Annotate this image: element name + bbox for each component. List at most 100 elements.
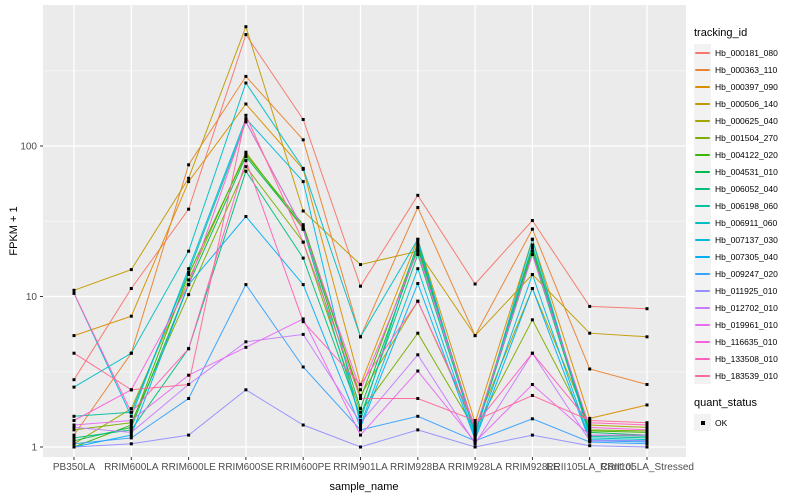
data-point: [645, 433, 649, 437]
data-point: [645, 428, 649, 432]
data-point: [187, 273, 191, 276]
data-point: [359, 433, 362, 437]
legend-item-Hb_000363_110: Hb_000363_110: [694, 61, 799, 78]
data-point: [72, 423, 76, 427]
data-point: [187, 347, 191, 351]
legend-item-Hb_011925_010: Hb_011925_010: [694, 282, 799, 299]
data-point: [588, 419, 592, 422]
legend-label: Hb_007305_040: [715, 251, 778, 262]
legend-key: [694, 248, 711, 265]
legend-label: Hb_006052_040: [715, 183, 778, 194]
data-point: [301, 138, 305, 142]
data-point: [416, 267, 420, 271]
line-swatch-icon: [695, 374, 710, 377]
x-tick-label: RRIM928BA: [390, 462, 446, 473]
data-point: [588, 444, 592, 448]
legend-key: [694, 180, 711, 197]
data-point: [645, 436, 649, 440]
data-point: [72, 439, 76, 443]
data-point: [244, 33, 248, 37]
data-point: [530, 273, 534, 276]
legend-key: [694, 231, 711, 248]
data-point: [244, 388, 248, 392]
data-point: [72, 288, 76, 292]
data-point: [187, 267, 191, 271]
data-point: [72, 385, 76, 389]
data-point: [588, 304, 592, 308]
legend-item-Hb_007137_030: Hb_007137_030: [694, 231, 799, 248]
data-point: [129, 314, 133, 318]
data-point: [359, 397, 362, 400]
data-point: [588, 416, 592, 420]
data-point: [645, 335, 649, 339]
data-point: [645, 430, 649, 434]
legend-item-Hb_012702_010: Hb_012702_010: [694, 299, 799, 316]
data-point: [530, 417, 534, 421]
legend-item-Hb_133508_010: Hb_133508_010: [694, 350, 799, 367]
data-point: [416, 193, 420, 197]
data-point: [359, 407, 362, 411]
data-point: [244, 113, 248, 117]
data-point: [129, 433, 133, 437]
data-point: [359, 419, 362, 422]
data-point: [473, 445, 477, 449]
data-point: [359, 423, 362, 427]
data-point: [588, 421, 592, 425]
data-point: [359, 410, 362, 414]
data-point: [588, 430, 592, 434]
data-point: [588, 425, 592, 429]
data-point: [187, 270, 191, 274]
line-swatch-icon: [695, 323, 710, 326]
legend-label: Hb_183539_010: [715, 370, 778, 381]
data-point: [187, 397, 191, 400]
data-point: [645, 307, 649, 311]
legend-key: [694, 414, 711, 431]
data-point: [129, 428, 133, 432]
line-swatch-icon: [695, 204, 710, 207]
line-swatch-icon: [695, 68, 710, 71]
data-point: [301, 118, 305, 121]
data-point: [416, 246, 420, 250]
data-point: [72, 414, 76, 418]
data-point: [301, 180, 305, 184]
data-point: [187, 293, 191, 297]
legend-label: Hb_004531_010: [715, 166, 778, 177]
data-point: [473, 419, 477, 422]
data-point: [588, 436, 592, 440]
legend-label: Hb_011925_010: [715, 285, 778, 296]
legend-item-quant-ok: OK: [694, 414, 799, 431]
legend-item-Hb_000625_040: Hb_000625_040: [694, 112, 799, 129]
line-swatch-icon: [695, 238, 710, 241]
data-point: [301, 320, 305, 324]
data-point: [588, 423, 592, 427]
data-point: [129, 430, 133, 434]
data-point: [187, 180, 191, 184]
series-points-Hb_000181_080: [72, 33, 649, 382]
data-point: [530, 237, 534, 241]
legend-key: [694, 163, 711, 180]
legend-key: [694, 44, 711, 61]
data-point: [530, 287, 534, 290]
legend-item-Hb_006198_060: Hb_006198_060: [694, 197, 799, 214]
series-points-Hb_019961_010: [72, 317, 649, 444]
data-point: [301, 223, 305, 227]
data-point: [530, 394, 534, 397]
data-point: [359, 284, 362, 288]
data-point: [645, 439, 649, 443]
legend-label: Hb_000397_090: [715, 81, 778, 92]
data-point: [72, 419, 76, 422]
data-point: [530, 383, 534, 386]
data-point: [129, 423, 133, 427]
data-point: [244, 74, 248, 78]
data-point: [359, 414, 362, 418]
data-point: [416, 353, 420, 357]
y-tick-label: 1: [31, 443, 37, 454]
data-point: [473, 440, 477, 444]
data-point: [416, 282, 420, 285]
data-point: [645, 403, 649, 407]
legend-key: [694, 282, 711, 299]
legend-item-Hb_019961_010: Hb_019961_010: [694, 316, 799, 333]
data-point: [129, 287, 133, 290]
data-point: [530, 351, 534, 355]
